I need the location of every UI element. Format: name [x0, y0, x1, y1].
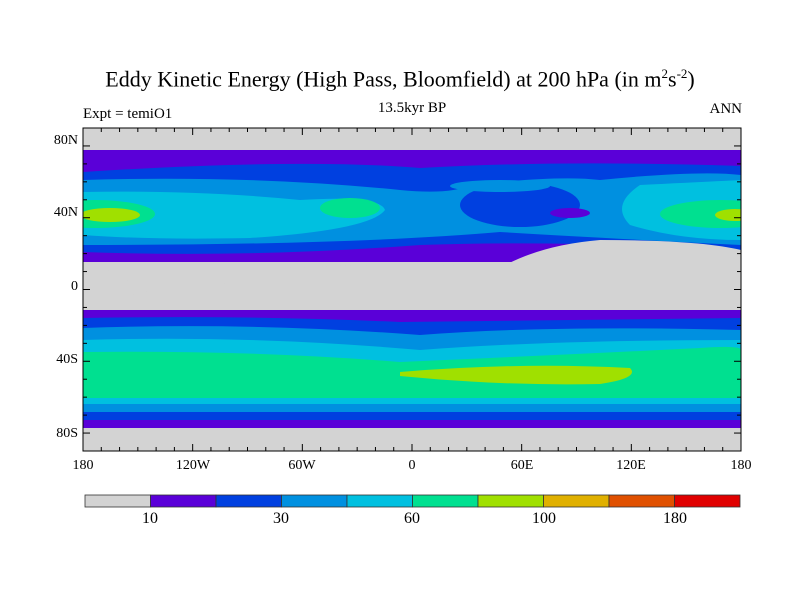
lat-tick-label: 40N: [53, 205, 78, 220]
colorbar-label: 100: [532, 510, 556, 527]
colorbar-swatch: [150, 494, 217, 508]
colorbar-swatch: [84, 494, 151, 508]
lat-tick-label: 80N: [53, 133, 78, 148]
colorbar-label: 180: [663, 510, 687, 527]
lon-tick-label: 120E: [616, 458, 646, 473]
atlantic-jet: [320, 198, 380, 218]
lon-tick-label: 120W: [175, 458, 211, 473]
colorbar-swatch: [674, 494, 741, 508]
plot-title: Eddy Kinetic Energy (High Pass, Bloomfie…: [105, 66, 695, 92]
lon-tick-label: 0: [408, 458, 416, 473]
colorbar-swatch: [281, 494, 348, 508]
experiment-label: Expt = temiO1: [83, 106, 173, 122]
eurasia-low: [460, 183, 580, 227]
axis-ticks: [82, 127, 742, 452]
colorbar-label: 10: [142, 510, 158, 527]
lat-tick-label: 80S: [56, 426, 78, 441]
lon-tick-label: 60W: [288, 458, 316, 473]
asia-band: [450, 180, 550, 192]
tropical-low: [220, 240, 741, 330]
lon-tick-label: 60E: [510, 458, 534, 473]
colorbar-swatch: [477, 494, 544, 508]
colorbar-label: 30: [273, 510, 289, 527]
colorbar-label: 60: [404, 510, 420, 527]
lon-tick-label: 180: [730, 458, 752, 473]
lat-tick-label: 0: [71, 279, 78, 294]
season-label: ANN: [709, 101, 743, 117]
southern-jet: [400, 365, 632, 385]
colorbar-swatch: [543, 494, 610, 508]
colorbar: [84, 494, 741, 508]
lon-tick-label: 180: [72, 458, 94, 473]
eke-contour-field: [83, 128, 741, 451]
colorbar-swatch: [346, 494, 413, 508]
colorbar-swatch: [608, 494, 675, 508]
colorbar-swatch: [412, 494, 479, 508]
colorbar-swatch: [215, 494, 282, 508]
asia-min: [550, 208, 590, 218]
pacific-jet-east: [660, 200, 741, 228]
plot-subtitle: 13.5kyr BP: [377, 100, 447, 116]
lat-tick-label: 40S: [56, 352, 78, 367]
band-nh-45: [83, 191, 385, 239]
